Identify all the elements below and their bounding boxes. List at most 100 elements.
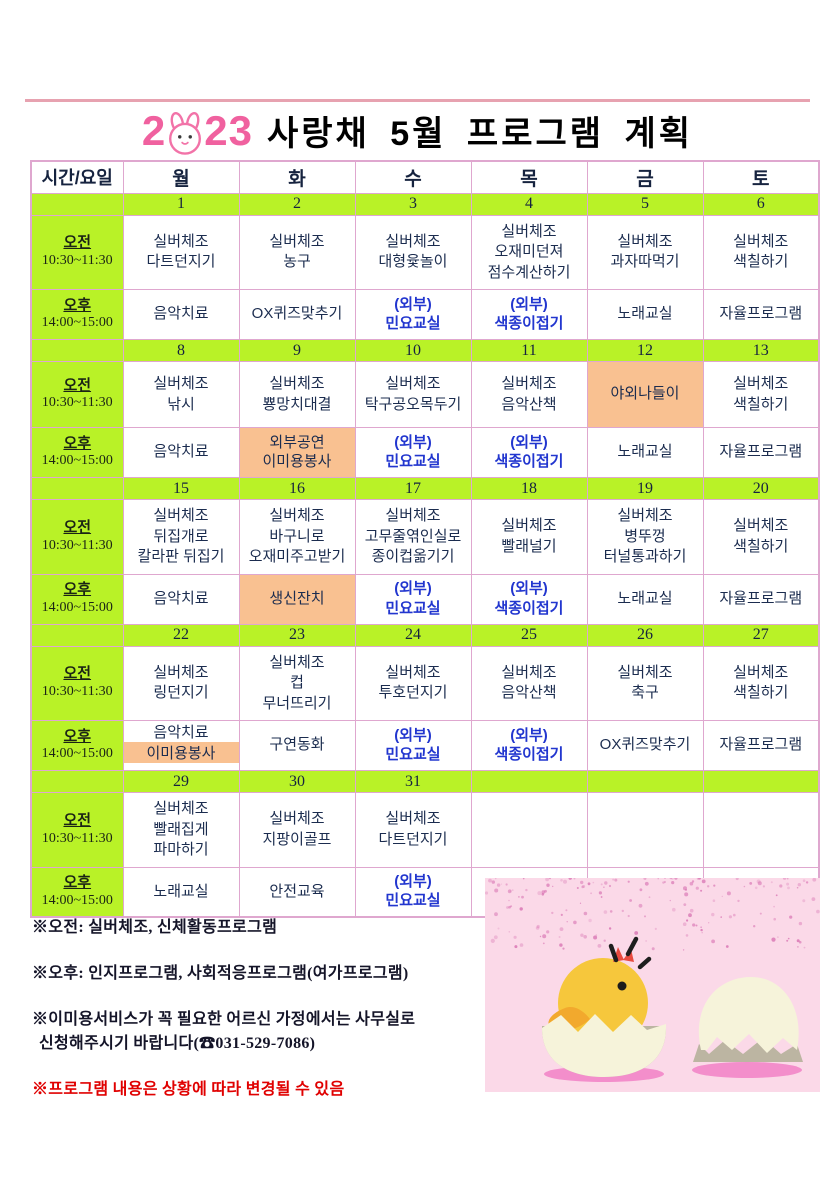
activity-line: 실버체조 <box>385 663 441 681</box>
activity-line: 노래교실 <box>617 589 673 607</box>
day-header-토: 토 <box>702 160 820 194</box>
activity-line: 민요교실 <box>385 599 441 617</box>
time-slot-afternoon: 오후 14:00~15:00 <box>30 427 124 478</box>
date-row-spacer <box>30 770 124 793</box>
activity-line: 빨래집게 <box>153 820 209 838</box>
speckle-dots <box>485 878 820 951</box>
afternoon-activity-cell: 음악치료 이미용봉사 <box>122 720 240 771</box>
activity-line: 색종이접기 <box>494 453 564 470</box>
afternoon-activity-cell: (외부) 민요교실 <box>354 866 472 918</box>
chick-in-egg <box>542 947 666 1077</box>
morning-activity-cell: 실버체조 대형윷놀이 <box>354 214 472 290</box>
activity-line: 음악산책 <box>501 684 557 702</box>
activity-line: 실버체조 <box>385 507 441 524</box>
date-cell: 19 <box>586 477 704 500</box>
eggshell-right <box>693 977 803 1062</box>
time-slot-morning: 오전 10:30~11:30 <box>30 361 124 428</box>
note: ※오전: 실버체조, 신체활동프로그램 <box>32 916 455 939</box>
date-cell: 17 <box>354 477 472 500</box>
activity-line: (외부) <box>510 295 548 313</box>
morning-activity-cell: 실버체조 다트던지기 <box>122 214 240 290</box>
date-cell: 9 <box>238 339 356 362</box>
activity-line: 실버체조 <box>269 653 325 671</box>
eggshell-left-front <box>542 1014 666 1077</box>
date-cell: 10 <box>354 339 472 362</box>
chick-hatching-illustration <box>485 878 820 1092</box>
time-slot-morning: 오전 10:30~11:30 <box>30 214 124 290</box>
day-header-수: 수 <box>354 160 472 194</box>
activity-line: 생신잔치 <box>269 589 325 607</box>
note-line: ※오전: 실버체조, 신체활동프로그램 <box>32 919 278 936</box>
date-cell: 12 <box>586 339 704 362</box>
morning-activity-cell: 실버체조 빨래널기 <box>470 499 588 575</box>
time-slot-label: 오전 <box>63 234 92 252</box>
morning-row: 오전 10:30~11:30 실버체조 빨래집게 파마하기 실버체조 지팡이골프 실버체조 다트… <box>30 792 820 868</box>
afternoon-activity-cell: 자율프로그램 <box>702 427 820 478</box>
activity-line: (외부) <box>394 580 432 597</box>
morning-activity-cell: 실버체조 컵 무너뜨리기 <box>238 645 356 721</box>
afternoon-activity-cell: 노래교실 <box>586 573 704 625</box>
activity-line: 노래교실 <box>153 882 209 900</box>
activity-line: 안전교육 <box>269 882 325 900</box>
afternoon-activity-cell: OX퀴즈맞추기 <box>586 720 704 771</box>
date-cell: 3 <box>354 192 472 216</box>
activity-line: 자율프로그램 <box>719 736 803 754</box>
activity-line: OX퀴즈맞추기 <box>599 736 691 754</box>
date-cell: 23 <box>238 623 356 647</box>
date-row: 29 30 31 <box>30 770 820 793</box>
time-slot-morning: 오전 10:30~11:30 <box>30 645 124 721</box>
date-cell: 13 <box>702 339 820 362</box>
activity-line: (외부) <box>394 726 432 744</box>
time-slot-morning: 오전 10:30~11:30 <box>30 792 124 868</box>
date-cell: 18 <box>470 477 588 500</box>
day-header-월: 월 <box>122 160 240 194</box>
activity-line: 다트던지기 <box>378 830 448 848</box>
activity-line: 실버체조 <box>501 517 557 535</box>
activity-line: 음악치료 <box>153 589 209 607</box>
time-slot-label: 오전 <box>63 811 92 829</box>
morning-activity-cell: 실버체조 다트던지기 <box>354 792 472 868</box>
time-slot-time: 10:30~11:30 <box>41 537 113 553</box>
afternoon-activity-cell: (외부) 색종이접기 <box>470 720 588 771</box>
activity-line: 민요교실 <box>385 892 441 910</box>
morning-activity-cell: 실버체조 빨래집게 파마하기 <box>122 792 240 868</box>
time-slot-time: 10:30~11:30 <box>41 395 113 411</box>
activity-line: 터널통과하기 <box>603 548 687 565</box>
corner-header: 시간/요일 <box>30 160 124 194</box>
activity-line: 실버체조 <box>501 375 557 392</box>
activity-line: 실버체조 <box>733 232 789 250</box>
morning-activity-cell: 실버체조 음악산책 <box>470 361 588 428</box>
activity-line: 뿅망치대결 <box>262 395 332 413</box>
morning-activity-cell <box>702 792 820 868</box>
date-cell: 8 <box>122 339 240 362</box>
activity-line: 종이컵옮기기 <box>371 548 455 565</box>
date-cell: 31 <box>354 770 472 793</box>
date-cell: 27 <box>702 623 820 647</box>
afternoon-activity-cell: 음악치료 <box>122 573 240 625</box>
bunny-face-icon <box>169 111 202 155</box>
date-cell: 20 <box>702 477 820 500</box>
date-cell <box>470 770 588 793</box>
time-slot-morning: 오전 10:30~11:30 <box>30 499 124 575</box>
activity-line: 색칠하기 <box>733 253 789 271</box>
time-slot-time: 14:00~15:00 <box>41 892 113 908</box>
activity-line: 농구 <box>283 253 311 271</box>
afternoon-activity-cell: 노래교실 <box>586 289 704 340</box>
activity-line: 지팡이골프 <box>262 830 332 848</box>
footer-section: ※오전: 실버체조, 신체활동프로그램 ※오후: 인지프로그램, 사회적응프로그램… <box>0 878 835 1098</box>
top-divider-line <box>25 99 810 102</box>
activity-line: 이미용봉사 <box>262 453 332 470</box>
morning-activity-cell: 실버체조 색칠하기 <box>702 499 820 575</box>
note-line: ※오후: 인지프로그램, 사회적응프로그램(여가프로그램) <box>32 965 409 983</box>
activity-line: 구연동화 <box>269 736 325 754</box>
date-cell: 29 <box>122 770 240 793</box>
time-slot-label: 오후 <box>63 434 92 452</box>
afternoon-row: 오후 14:00~15:00 음악치료 이미용봉사 구연동화 (외부) 민요교실 (외부) 색종… <box>30 720 820 771</box>
date-cell: 25 <box>470 623 588 647</box>
activity-line: 뒤집개로 <box>153 527 209 545</box>
date-row: 8 9 10 11 12 13 <box>30 339 820 362</box>
afternoon-activity-cell: 음악치료 <box>122 289 240 340</box>
afternoon-activity-cell: 자율프로그램 <box>702 573 820 625</box>
morning-row: 오전 10:30~11:30 실버체조 낚시 실버체조 뿅망치대결 실버체조 탁구공오목두기 실… <box>30 361 820 428</box>
afternoon-activity-cell: OX퀴즈맞추기 <box>238 289 356 340</box>
